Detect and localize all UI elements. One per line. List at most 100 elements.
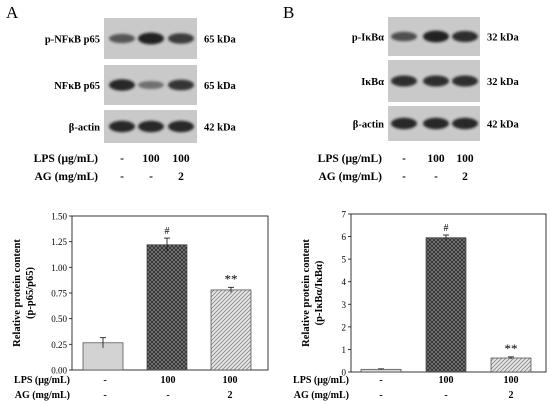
blot-band: [391, 117, 417, 130]
condition-value: -: [402, 171, 406, 183]
y-tick-label: 1.00: [51, 263, 67, 273]
significance-marker: #: [165, 226, 170, 237]
y-tick-label: 4: [342, 277, 347, 287]
blot-band: [109, 120, 135, 133]
y-tick-label: 1: [342, 345, 347, 355]
condition-value: -: [434, 171, 438, 183]
blot-panel-b: p-IκBα 32 kDa IκBα 32 kDa β-actin 42 kDa LPS (…: [318, 17, 520, 183]
blot-band: [168, 120, 194, 133]
y-tick-label: 0.75: [51, 289, 67, 299]
condition-value: 100: [161, 375, 176, 386]
bar: [490, 357, 532, 373]
y-tick-label: 1.50: [51, 212, 67, 222]
condition-label: LPS (μg/mL): [34, 153, 99, 165]
condition-value: 100: [504, 375, 519, 386]
condition-value: 2: [509, 390, 514, 401]
condition-label: AG (mg/mL): [294, 390, 349, 401]
blot-row-label: IκBα: [361, 77, 384, 88]
condition-value: -: [149, 171, 153, 183]
y-axis-label: Relative protein content (p-p65/p65): [12, 239, 36, 347]
condition-value: 2: [462, 171, 468, 183]
bar-chart-2: 0 1 2 3 4 5 6 7 # ** Relative protein content (p-Iκ…: [293, 210, 547, 401]
blot-band: [168, 79, 194, 91]
bar: [146, 244, 188, 371]
y-tick-label: 3: [342, 300, 347, 310]
blot-kda-label: 42 kDa: [204, 123, 237, 134]
condition-value: -: [444, 390, 447, 401]
blot-band: [452, 117, 478, 130]
significance-marker: **: [225, 271, 238, 286]
blot-band: [391, 31, 417, 42]
condition-value: 100: [456, 153, 474, 165]
blot-band: [109, 79, 135, 91]
condition-value: 100: [427, 153, 445, 165]
y-tick-label: 2: [342, 322, 347, 332]
condition-label: AG (mg/mL): [34, 171, 98, 183]
y-tick-label: 0.25: [51, 340, 67, 350]
y-axis-label-line1: Relative protein content: [12, 239, 23, 347]
y-tick-label: 0.00: [51, 366, 67, 376]
y-axis-label-line1: Relative protein content: [301, 239, 312, 347]
y-axis-label-line2: (p-IκBα/IκBα): [314, 260, 325, 325]
condition-value: 2: [228, 390, 233, 401]
blot-band: [423, 117, 449, 130]
blot-kda-label: 42 kDa: [487, 120, 520, 131]
condition-label: LPS (μg/mL): [293, 375, 349, 386]
y-tick-label: 6: [342, 232, 347, 242]
blot-panel-a: p-NFκB p65 65 kDa NFκB p65 65 kDa β-actin 42 …: [34, 18, 237, 183]
condition-value: -: [120, 171, 124, 183]
condition-value: -: [103, 375, 106, 386]
y-axis-label-line2: (p-p65/p65): [25, 267, 36, 319]
condition-value: -: [103, 390, 106, 401]
blot-band: [138, 120, 164, 133]
condition-value: 100: [439, 375, 454, 386]
blot-row-label: NFκB p65: [54, 81, 100, 92]
panel-letter-b: B: [283, 3, 294, 22]
western-blot-panels: p-NFκB p65 65 kDa NFκB p65 65 kDa β-actin 42 …: [34, 17, 520, 183]
y-tick-label: 0.50: [51, 314, 67, 324]
condition-value: 100: [223, 375, 238, 386]
y-tick-label: 1.25: [51, 237, 67, 247]
blot-row-label: p-NFκB p65: [45, 35, 100, 46]
y-tick-label: 0: [342, 368, 347, 378]
blot-kda-label: 32 kDa: [487, 77, 520, 88]
blot-row-label: p-IκBα: [352, 33, 384, 44]
blot-band: [452, 75, 478, 87]
y-tick-label: 7: [342, 210, 347, 220]
condition-value: 100: [172, 153, 190, 165]
blot-band: [138, 80, 164, 90]
blot-kda-label: 65 kDa: [204, 35, 237, 46]
condition-value: -: [166, 390, 169, 401]
blot-kda-label: 65 kDa: [204, 81, 237, 92]
condition-label: AG (mg/mL): [15, 390, 70, 401]
blot-band: [391, 75, 417, 87]
blot-band: [109, 33, 135, 44]
blot-band: [423, 30, 449, 43]
blot-band: [423, 75, 449, 87]
blot-row-label: β-actin: [69, 123, 100, 134]
bar-chart-1: 0.00 0.25 0.50 0.75 1.00 1.25 1.50 # ** Relative …: [12, 212, 269, 401]
y-tick-label: 5: [342, 255, 347, 265]
condition-label: LPS (μg/mL): [318, 153, 383, 165]
significance-marker: #: [444, 223, 449, 234]
condition-value: 100: [142, 153, 160, 165]
condition-value: -: [379, 390, 382, 401]
bar-charts: 0.00 0.25 0.50 0.75 1.00 1.25 1.50 # ** Relative …: [12, 210, 547, 401]
significance-marker: **: [505, 341, 518, 356]
blot-kda-label: 32 kDa: [487, 33, 520, 44]
blot-row-label: β-actin: [353, 120, 384, 131]
condition-label: AG (mg/mL): [318, 171, 382, 183]
blot-band: [168, 33, 194, 44]
bar: [210, 289, 252, 371]
condition-value: -: [402, 153, 406, 165]
condition-value: -: [379, 375, 382, 386]
blot-band: [452, 30, 478, 43]
y-axis-label: Relative protein content (p-IκBα/IκBα): [301, 239, 325, 347]
blot-band: [138, 32, 164, 45]
condition-label: LPS (μg/mL): [14, 375, 70, 386]
condition-value: -: [120, 153, 124, 165]
panel-letter-a: A: [6, 3, 19, 22]
bar: [425, 237, 467, 373]
condition-value: 2: [178, 171, 184, 183]
